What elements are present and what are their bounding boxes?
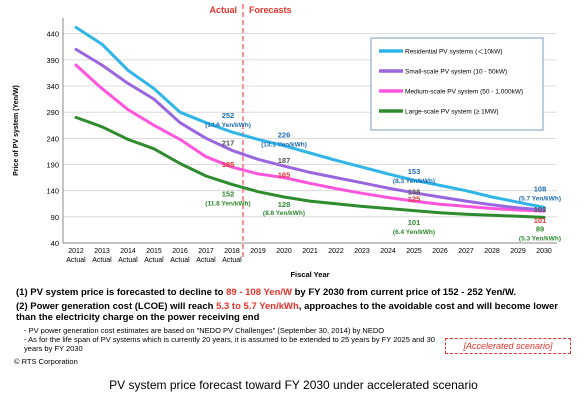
- chart-legend: Residential PV systems (＜10kW) Small-scal…: [370, 37, 544, 131]
- data-label: 101: [534, 216, 547, 225]
- note-sub-2: - As for the life span of PV systems whi…: [24, 335, 435, 353]
- data-label: 89: [536, 224, 544, 233]
- actual-forecast-divider: Actual Forecasts: [209, 4, 292, 257]
- data-label: (5.7 Yen/kWh): [519, 195, 561, 202]
- y-tick-label: 390: [46, 56, 59, 65]
- x-tick-sublabel: Actual: [92, 257, 112, 264]
- data-label: (5.3 Yen/kWh): [519, 235, 561, 242]
- note-1-text-end: by FY 2030 from current price of 152 - 2…: [291, 287, 517, 298]
- legend-label: Medium-scale PV system (50 - 1,000kW): [405, 89, 523, 96]
- copyright: © RTS Corporation: [14, 357, 78, 366]
- x-tick-label: 2024: [380, 248, 396, 255]
- scenario-label: [Accelerated scenario]: [445, 338, 571, 354]
- period-label-actual: Actual: [209, 5, 237, 15]
- chart-series: [74, 25, 546, 219]
- data-label: 152: [222, 189, 235, 198]
- data-label: 108: [534, 184, 547, 193]
- note-sub-1: - PV power generation cost estimates are…: [24, 326, 385, 335]
- x-tick-label: 2015: [146, 248, 162, 255]
- x-tick-sublabel: Actual: [222, 257, 242, 264]
- x-tick-label: 2025: [406, 248, 422, 255]
- chart-axes: 40 90 140 190 240 290 340 390 440 2012 Actual 2013 A…: [13, 18, 557, 279]
- data-label: (13.1 Yen/kWh): [261, 142, 307, 149]
- legend-box: [370, 37, 544, 131]
- x-axis-title: Fiscal Year: [290, 270, 329, 279]
- series-line: [74, 115, 546, 219]
- y-tick-label: 140: [46, 187, 59, 196]
- note-2-highlight: 5.3 to 5.7 Yen/kWh: [216, 301, 299, 312]
- data-label: 153: [408, 167, 421, 176]
- data-label: (11.8 Yen/kWh): [205, 200, 250, 207]
- data-label: (6.4 Yen/kWh): [393, 229, 435, 236]
- period-label-forecast: Forecasts: [249, 5, 292, 15]
- legend-label: Large-scale PV system (≥ 1MW): [405, 109, 499, 116]
- note-point-2: (2) Power generation cost (LCOE) will re…: [16, 301, 576, 323]
- x-tick-sublabel: Actual: [118, 257, 138, 264]
- x-tick-sublabel: Actual: [170, 257, 190, 264]
- note-1-highlight: 89 - 108 Yen/W: [226, 287, 292, 298]
- note-2-text-end: , approaches to the avoidable cost and w…: [16, 301, 559, 323]
- x-tick-label: 2020: [276, 248, 292, 255]
- note-point-1: (1) PV system price is forecasted to dec…: [16, 287, 576, 298]
- summary-notes: (1) PV system price is forecasted to dec…: [16, 287, 576, 353]
- x-tick-sublabel: Actual: [196, 257, 216, 264]
- note-1-text: (1) PV system price is forecasted to dec…: [16, 287, 227, 298]
- figure-caption: PV system price forecast toward FY 2030 …: [109, 378, 478, 392]
- y-tick-label: 40: [51, 239, 59, 248]
- legend-label: Small-scale PV system (10 - 50kW): [405, 69, 507, 76]
- x-tick-label: 2030: [536, 248, 552, 255]
- data-label: (8.3 Yen/kWh): [393, 178, 435, 185]
- chart-gridlines: [63, 33, 557, 244]
- data-label: 185: [222, 160, 235, 169]
- data-label: 165: [278, 171, 291, 180]
- pv-price-chart: 40 90 140 190 240 290 340 390 440 2012 Actual 2013 A…: [13, 4, 561, 279]
- series-line: [74, 63, 546, 213]
- x-tick-label: 2012: [68, 248, 84, 255]
- chart-annotations: 252 (14.6 Yen/kWh) 217 185 152 (11.8 Yen/kWh)…: [205, 111, 561, 242]
- y-tick-label: 240: [46, 134, 59, 143]
- y-tick-label: 440: [46, 30, 59, 39]
- x-tick-label: 2018: [224, 248, 240, 255]
- data-label: 187: [278, 156, 291, 165]
- y-tick-label: 340: [46, 82, 59, 91]
- y-tick-label: 90: [51, 213, 59, 222]
- data-label: 125: [408, 195, 421, 204]
- x-tick-label: 2022: [328, 248, 344, 255]
- data-label: 128: [278, 200, 291, 209]
- legend-label: Residential PV systems (＜10kW): [405, 49, 503, 56]
- x-tick-label: 2019: [250, 248, 266, 255]
- x-tick-label: 2029: [510, 248, 526, 255]
- x-tick-label: 2026: [432, 248, 448, 255]
- x-tick-label: 2028: [484, 248, 500, 255]
- y-tick-label: 290: [46, 108, 59, 117]
- x-tick-label: 2023: [354, 248, 370, 255]
- data-label: 226: [278, 131, 291, 140]
- x-tick-sublabel: Actual: [144, 257, 164, 264]
- data-label: 103: [534, 205, 547, 214]
- data-label: (14.6 Yen/kWh): [205, 122, 251, 129]
- x-tick-label: 2013: [94, 248, 110, 255]
- data-label: 217: [222, 138, 235, 147]
- x-tick-label: 2021: [302, 248, 318, 255]
- note-2-text: (2) Power generation cost (LCOE) will re…: [16, 301, 217, 312]
- data-label: 101: [408, 218, 421, 227]
- series-line: [74, 25, 546, 209]
- series-line: [74, 47, 546, 212]
- x-tick-label: 2017: [198, 248, 214, 255]
- x-tick-label: 2027: [458, 248, 474, 255]
- y-tick-label: 190: [46, 161, 59, 170]
- x-tick-sublabel: Actual: [66, 257, 86, 264]
- x-tick-label: 2014: [120, 248, 136, 255]
- data-label: 138: [408, 188, 421, 197]
- x-tick-label: 2016: [172, 248, 188, 255]
- data-label: (8.8 Yen/kWh): [263, 210, 305, 217]
- data-label: 252: [222, 111, 235, 120]
- y-axis-title: Price of PV system (Yen/W): [13, 85, 20, 176]
